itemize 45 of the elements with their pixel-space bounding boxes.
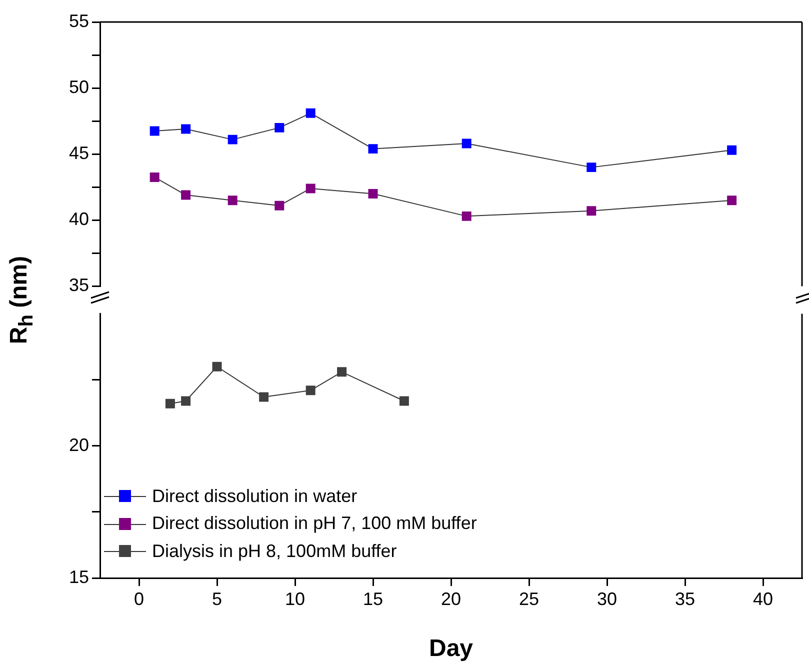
point: [337, 367, 347, 377]
x-tick-label: 20: [440, 588, 462, 609]
x-tick-label: 0: [134, 588, 144, 609]
y-tick-label: 35: [68, 275, 89, 296]
point: [306, 184, 316, 194]
point: [586, 162, 596, 172]
point: [181, 124, 191, 134]
x-tick-label: 5: [212, 588, 222, 609]
point: [212, 362, 222, 372]
x-tick-label: 15: [362, 588, 384, 609]
point: [368, 188, 378, 198]
y-tick-label: 50: [68, 77, 89, 98]
point: [181, 190, 191, 200]
x-tick-label: 35: [674, 588, 696, 609]
point: [228, 196, 238, 206]
y-tick-label: 55: [68, 10, 89, 31]
point: [727, 196, 737, 206]
y-tick-label: 20: [68, 434, 89, 455]
point: [274, 200, 284, 210]
x-tick-label: 25: [518, 588, 540, 609]
point: [462, 138, 472, 148]
legend-label: Direct dissolution in pH 7, 100 mM buffer: [152, 513, 477, 534]
x-tick-label: 30: [596, 588, 618, 609]
point: [274, 122, 284, 132]
point: [150, 126, 160, 136]
point: [150, 172, 160, 182]
y-tick-label: 40: [68, 209, 89, 230]
point: [306, 108, 316, 118]
point: [727, 145, 737, 155]
point: [586, 206, 596, 216]
point: [165, 398, 175, 408]
point: [306, 386, 316, 396]
point: [368, 144, 378, 154]
legend-label: Dialysis in pH 8, 100mM buffer: [152, 540, 397, 562]
x-tick-label: 10: [284, 588, 306, 609]
x-axis-title: Day: [428, 635, 474, 662]
legend-label: Direct dissolution in water: [152, 486, 358, 507]
point: [181, 396, 191, 406]
y-tick-label: 45: [68, 143, 89, 164]
x-tick-label: 40: [752, 588, 774, 609]
y-tick-label: 15: [68, 566, 89, 587]
point: [228, 134, 238, 144]
point: [462, 211, 472, 221]
point: [259, 392, 269, 402]
point: [399, 396, 409, 406]
